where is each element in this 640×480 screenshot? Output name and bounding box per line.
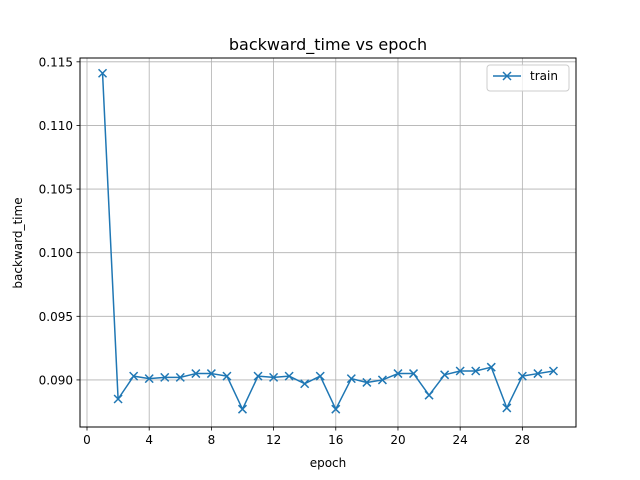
y-tick-label: 0.100 xyxy=(39,246,73,260)
x-tick-label: 4 xyxy=(145,433,153,447)
data-point-x-marker xyxy=(440,370,450,380)
data-point-x-marker xyxy=(517,371,527,381)
legend-label-train: train xyxy=(530,69,558,83)
data-point-x-marker xyxy=(144,374,154,384)
x-tick-label: 8 xyxy=(208,433,216,447)
data-point-x-marker xyxy=(424,390,434,400)
data-point-x-marker xyxy=(455,366,465,376)
data-point-x-marker xyxy=(315,371,325,381)
y-tick-label: 0.095 xyxy=(39,310,73,324)
data-point-x-marker xyxy=(533,369,543,379)
data-point-x-marker xyxy=(175,372,185,382)
x-axis-label: epoch xyxy=(310,456,347,470)
data-point-x-marker xyxy=(331,404,341,414)
data-point-x-marker xyxy=(269,372,279,382)
series-layer xyxy=(98,68,558,414)
x-tick-label: 16 xyxy=(328,433,343,447)
y-tick-label: 0.105 xyxy=(39,183,73,197)
legend-box xyxy=(486,64,570,92)
data-point-x-marker xyxy=(160,372,170,382)
data-point-x-marker xyxy=(253,371,263,381)
y-tick-label: 0.115 xyxy=(39,55,73,69)
data-point-x-marker xyxy=(113,394,123,404)
x-tick-label: 20 xyxy=(390,433,405,447)
data-point-x-marker xyxy=(237,404,248,414)
y-tick-label: 0.090 xyxy=(39,373,73,387)
data-point-x-marker xyxy=(471,366,481,376)
legend-x-marker-icon xyxy=(502,71,512,81)
y-tick-label: 0.110 xyxy=(39,119,73,133)
x-tick-label: 12 xyxy=(266,433,281,447)
series-line-train xyxy=(101,73,554,410)
data-point-x-marker xyxy=(408,369,419,379)
data-point-x-marker xyxy=(502,403,512,413)
data-point-x-marker xyxy=(548,366,558,376)
data-point-x-marker xyxy=(393,369,403,379)
x-tick-label: 28 xyxy=(515,433,530,447)
axes: 0 4 8 12 16 20 24 28 0.090 0.095 0.100 0.105 0.110 0.… xyxy=(39,55,530,447)
legend: train xyxy=(486,64,570,92)
chart-title: backward_time vs epoch xyxy=(229,35,427,55)
data-point-x-marker xyxy=(191,369,201,379)
plot-frame xyxy=(79,57,577,428)
data-point-x-marker xyxy=(300,379,310,389)
data-point-x-marker xyxy=(98,68,108,78)
data-point-x-marker xyxy=(377,375,387,385)
data-point-x-marker xyxy=(486,362,496,372)
data-point-x-marker xyxy=(362,377,372,387)
data-point-x-marker xyxy=(222,371,232,381)
x-tick-label: 24 xyxy=(453,433,468,447)
data-point-x-marker xyxy=(129,371,139,381)
data-point-x-marker xyxy=(284,371,294,381)
data-point-x-marker xyxy=(206,369,216,379)
y-axis-label: backward_time xyxy=(11,197,25,288)
data-point-x-marker xyxy=(346,374,356,384)
x-tick-label: 0 xyxy=(83,433,91,447)
